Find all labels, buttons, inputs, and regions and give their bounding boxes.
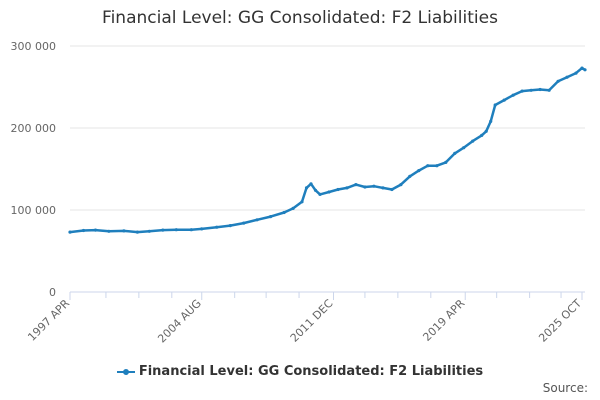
legend-line-marker-icon — [116, 368, 135, 375]
data-point[interactable] — [189, 228, 193, 232]
data-point[interactable] — [174, 228, 178, 232]
data-point[interactable] — [381, 186, 385, 190]
data-point[interactable] — [122, 229, 126, 233]
data-point[interactable] — [282, 210, 286, 215]
series-line[interactable] — [69, 66, 586, 234]
y-tick-label: 200 000 — [11, 122, 57, 135]
data-point[interactable] — [556, 79, 560, 83]
data-point[interactable] — [215, 225, 219, 229]
data-point[interactable] — [580, 66, 584, 70]
x-tick-label: 2019 APR — [420, 297, 467, 344]
x-tick-label: 1997 APR — [25, 297, 72, 344]
data-point[interactable] — [471, 139, 475, 143]
data-point[interactable] — [435, 164, 439, 168]
data-point[interactable] — [480, 133, 484, 137]
data-point[interactable] — [417, 169, 421, 173]
data-point[interactable] — [363, 185, 367, 189]
data-point[interactable] — [269, 215, 273, 219]
data-point[interactable] — [565, 75, 569, 79]
data-point[interactable] — [107, 229, 111, 233]
data-point[interactable] — [484, 129, 488, 133]
data-point[interactable] — [574, 71, 578, 75]
data-point[interactable] — [318, 192, 322, 196]
data-point[interactable] — [81, 228, 86, 233]
data-point[interactable] — [426, 164, 430, 168]
x-tick-label: 2025 OCT — [536, 297, 584, 345]
data-point[interactable] — [309, 182, 313, 186]
legend: Financial Level: GG Consolidated: F2 Lia… — [0, 364, 600, 381]
data-point[interactable] — [345, 186, 349, 190]
data-point[interactable] — [147, 229, 151, 233]
data-point[interactable] — [300, 200, 304, 204]
data-point[interactable] — [399, 183, 403, 187]
legend-label: Financial Level: GG Consolidated: F2 Lia… — [138, 364, 484, 379]
data-point[interactable] — [489, 119, 493, 123]
data-point[interactable] — [313, 188, 318, 192]
data-point[interactable] — [583, 68, 587, 72]
data-point[interactable] — [493, 103, 497, 107]
data-point[interactable] — [200, 227, 204, 231]
data-point[interactable] — [135, 230, 139, 234]
data-point[interactable] — [242, 221, 246, 225]
data-point[interactable] — [354, 183, 358, 187]
data-point[interactable] — [547, 88, 551, 92]
data-point[interactable] — [336, 187, 340, 192]
data-point[interactable] — [408, 174, 412, 178]
data-point[interactable] — [291, 206, 295, 210]
data-point[interactable] — [444, 160, 448, 164]
data-point[interactable] — [93, 228, 98, 232]
data-point[interactable] — [228, 224, 232, 228]
data-point[interactable] — [453, 151, 457, 155]
data-point[interactable] — [161, 228, 165, 232]
source-label: Source: — [542, 381, 588, 395]
y-tick-label: 100 000 — [11, 204, 57, 217]
data-point[interactable] — [390, 187, 394, 192]
data-point[interactable] — [372, 184, 376, 188]
x-tick-label: 2011 DEC — [288, 297, 336, 345]
data-point[interactable] — [520, 89, 524, 93]
data-point[interactable] — [529, 88, 533, 92]
y-tick-label: 0 — [49, 286, 56, 299]
data-point[interactable] — [327, 190, 331, 194]
data-point[interactable] — [502, 98, 506, 102]
data-point[interactable] — [462, 146, 466, 150]
chart-title: Financial Level: GG Consolidated: F2 Lia… — [102, 8, 498, 28]
legend-item[interactable]: Financial Level: GG Consolidated: F2 Lia… — [116, 364, 484, 379]
data-point[interactable] — [538, 87, 542, 92]
x-tick-label: 2004 AUG — [155, 297, 204, 346]
data-point[interactable] — [255, 218, 259, 222]
data-point[interactable] — [68, 230, 72, 234]
y-tick-label: 300 000 — [11, 40, 57, 53]
data-point[interactable] — [304, 186, 309, 190]
data-point[interactable] — [511, 93, 515, 97]
